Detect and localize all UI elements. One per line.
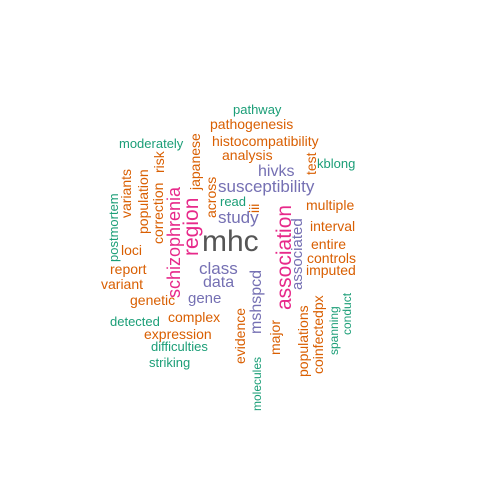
word-multiple: multiple: [306, 197, 355, 213]
word-pathogenesis: pathogenesis: [210, 116, 294, 132]
word-risk: risk: [151, 151, 167, 173]
word-interval: interval: [310, 218, 356, 234]
word-coinfectedpx: coinfectedpx: [310, 295, 326, 374]
word-mhc: mhc: [202, 225, 259, 258]
word-gene: gene: [188, 290, 222, 307]
word-loci: loci: [121, 242, 143, 258]
word-data: data: [203, 274, 235, 291]
word-pathway: pathway: [233, 102, 282, 117]
word-analysis: analysis: [222, 147, 273, 163]
word-histocompatibility: histocompatibility: [212, 133, 319, 149]
word-entire: entire: [311, 236, 347, 252]
word-across: across: [203, 176, 219, 218]
word-read: read: [220, 194, 247, 209]
word-japanese: japanese: [187, 133, 203, 190]
word-difficulties: difficulties: [151, 339, 208, 354]
word-controls: controls: [307, 250, 357, 266]
word-striking: striking: [149, 355, 191, 370]
word-spanning: spanning: [327, 306, 341, 355]
word-variants: variants: [118, 168, 134, 218]
word-correction: correction: [150, 182, 166, 244]
word-susceptibility: susceptibility: [218, 177, 315, 196]
word-hivks: hivks: [258, 163, 295, 180]
word-major: major: [267, 319, 283, 355]
word-test: test: [303, 152, 319, 175]
word-postmortem: postmortem: [106, 193, 121, 262]
word-mshspcd: mshspcd: [248, 269, 265, 334]
word-genetic: genetic: [130, 292, 176, 308]
word-schizophrenia: schizophrenia: [164, 186, 184, 298]
word-kblong: kblong: [317, 156, 356, 171]
word-moderately: moderately: [119, 136, 184, 151]
word-populations: populations: [295, 305, 311, 377]
word-imputed: imputed: [306, 262, 356, 278]
word-region: region: [180, 197, 203, 256]
word-variant: variant: [101, 276, 144, 292]
word-iii: iii: [246, 203, 262, 213]
word-conduct: conduct: [340, 292, 354, 335]
word-molecules: molecules: [250, 356, 264, 411]
word-evidence: evidence: [232, 307, 248, 364]
word-complex: complex: [168, 309, 221, 325]
word-report: report: [110, 261, 147, 277]
word-class: class: [199, 259, 238, 278]
word-expression: expression: [144, 326, 212, 342]
word-detected: detected: [110, 314, 160, 329]
word-associated: associated: [289, 218, 306, 290]
word-study: study: [218, 208, 259, 227]
word-population: population: [135, 169, 151, 234]
